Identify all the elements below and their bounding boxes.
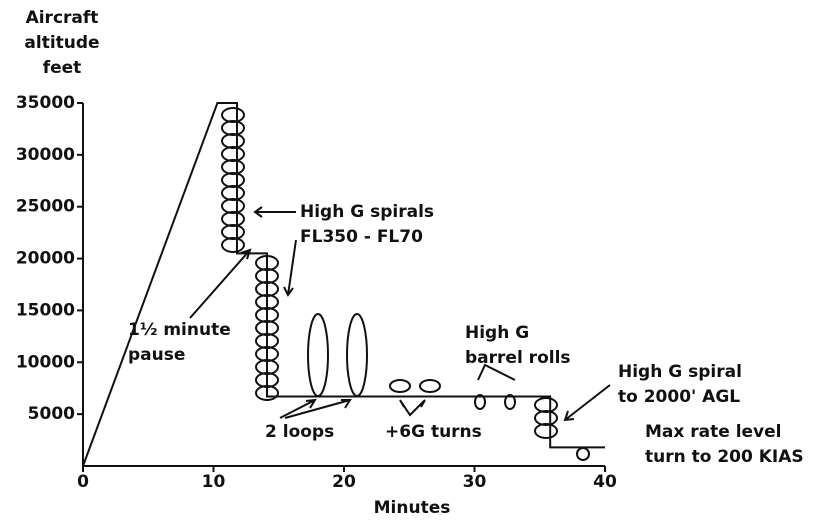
barrel-roll: [474, 394, 486, 410]
spiral-loop: [221, 159, 245, 175]
annotation: High G spiral: [618, 362, 742, 382]
spiral-loop: [221, 198, 245, 214]
x-tick-label: 10: [202, 472, 226, 492]
y-tick-label: 5000: [28, 404, 75, 424]
spiral-loop: [221, 172, 245, 188]
y-tick-label: 25000: [16, 197, 75, 217]
y-tick-label: 30000: [16, 145, 75, 165]
turn: [419, 379, 441, 393]
annotation: 2 loops: [265, 422, 334, 442]
x-tick-label: 40: [593, 472, 617, 492]
annotation: High G: [465, 323, 529, 343]
spiral-loop: [534, 423, 558, 439]
spiral-loop: [255, 385, 279, 401]
annotation: 1½ minute: [128, 320, 231, 340]
x-tick-label: 0: [77, 472, 89, 492]
spiral-loop: [221, 120, 245, 136]
level-turn: [576, 447, 590, 461]
spiral-loop: [221, 185, 245, 201]
annotation: High G spirals: [300, 202, 434, 222]
annotation: pause: [128, 345, 185, 365]
annotation: barrel rolls: [465, 348, 571, 368]
annotation: turn to 200 KIAS: [645, 447, 804, 467]
spiral-loop: [221, 237, 245, 253]
loop: [346, 313, 368, 397]
x-tick-label: 30: [463, 472, 487, 492]
spiral-loop: [534, 397, 558, 413]
y-tick-label: 15000: [16, 300, 75, 320]
spiral-loop: [221, 211, 245, 227]
spiral-loop: [221, 133, 245, 149]
profile-line: [82, 102, 605, 467]
barrel-roll: [504, 394, 516, 410]
annotation: +6G turns: [385, 422, 482, 442]
y-tick-label: 35000: [16, 93, 75, 113]
y-axis-title: altitude: [24, 33, 99, 53]
x-tick-label: 20: [332, 472, 356, 492]
spiral-loop: [221, 107, 245, 123]
turn: [389, 379, 411, 393]
annotation: Max rate level: [645, 422, 782, 442]
arrows: [189, 206, 611, 422]
annotation: FL350 - FL70: [300, 227, 423, 247]
spiral-loop: [534, 410, 558, 426]
y-axis-title: Aircraft: [26, 8, 99, 28]
y-tick-label: 10000: [16, 352, 75, 372]
annotation: to 2000' AGL: [618, 387, 740, 407]
spiral-loop: [221, 224, 245, 240]
y-axis-title: feet: [43, 58, 82, 78]
x-axis-label: Minutes: [374, 498, 451, 518]
spiral-loop: [221, 146, 245, 162]
loop: [307, 313, 329, 397]
y-tick-label: 20000: [16, 249, 75, 269]
